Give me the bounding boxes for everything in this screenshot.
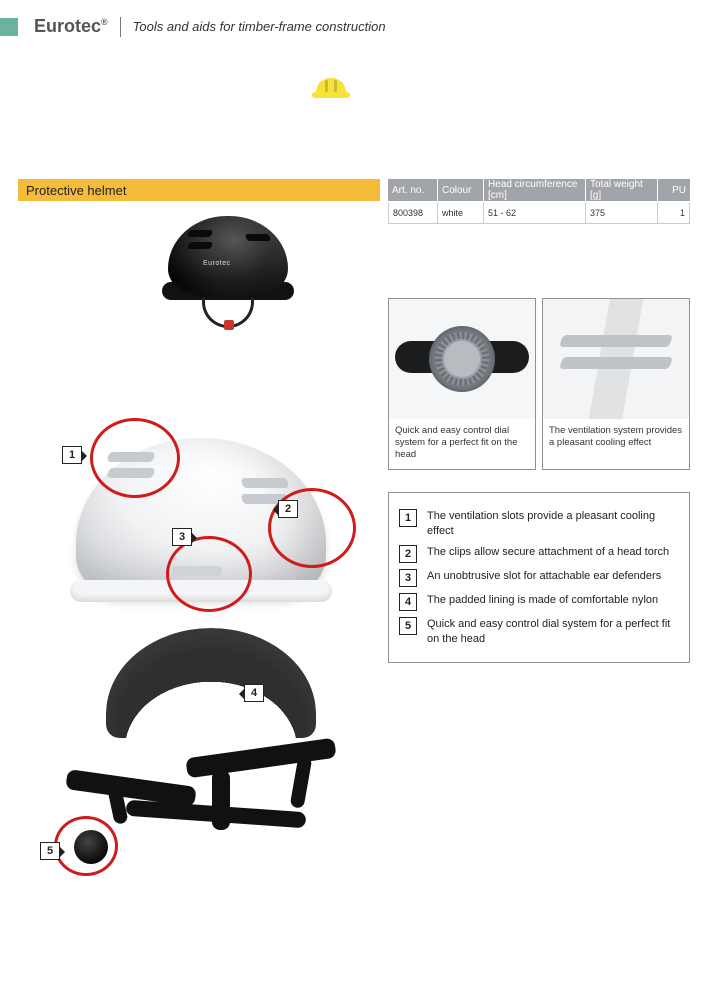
thumb-vent-caption: The ventilation system provides a pleasa… [543,419,689,457]
col-header-weight: Total weight [g] [586,179,658,201]
thumb-vent: The ventilation system provides a pleasa… [542,298,690,470]
cell-artno: 800398 [388,203,438,223]
table-row: 800398 white 51 - 62 375 1 [388,203,690,224]
callout-tag-1: 1 [62,446,82,464]
thumb-dial-image [389,299,535,419]
feature-item-5: 5 Quick and easy control dial system for… [399,617,679,647]
hero-brand-label: Eurotec [203,260,231,267]
section-title-bar: Protective helmet [18,179,380,201]
dial-icon [429,326,495,392]
table-header-row: Art. no. Colour Head circumference [cm] … [388,179,690,201]
feature-number: 5 [399,617,417,635]
brand-name: Eurotec [34,16,101,36]
page-header: Eurotec® Tools and aids for timber-frame… [0,16,386,37]
feature-number: 4 [399,593,417,611]
feature-item-3: 3 An unobtrusive slot for attachable ear… [399,569,679,587]
product-table: Art. no. Colour Head circumference [cm] … [388,179,690,224]
col-header-colour: Colour [438,179,484,201]
product-hero-image: Eurotec [158,204,308,324]
feature-item-4: 4 The padded lining is made of comfortab… [399,593,679,611]
section-title: Protective helmet [26,183,126,198]
cell-pu: 1 [658,203,690,223]
thumb-vent-image [543,299,689,419]
feature-text: The clips allow secure attachment of a h… [427,545,669,560]
feature-number: 2 [399,545,417,563]
feature-text: Quick and easy control dial system for a… [427,617,679,647]
helmet-icon [312,76,350,100]
page-subtitle: Tools and aids for timber-frame construc… [133,19,386,34]
header-accent-tab [0,18,18,36]
header-divider [120,17,121,37]
callout-circle-1 [90,418,180,498]
brand-logo: Eurotec® [34,16,108,37]
feature-item-1: 1 The ventilation slots provide a pleasa… [399,509,679,539]
feature-text: The ventilation slots provide a pleasant… [427,509,679,539]
cell-colour: white [438,203,484,223]
feature-number: 3 [399,569,417,587]
col-header-artno: Art. no. [388,179,438,201]
thumb-dial: Quick and easy control dial system for a… [388,298,536,470]
exploded-view: 1 2 3 4 5 [22,368,372,888]
callout-tag-5: 5 [40,842,60,860]
callout-tag-3: 3 [172,528,192,546]
callout-tag-4: 4 [244,684,264,702]
detail-thumbnails: Quick and easy control dial system for a… [388,298,690,470]
helmet-liner-illustration [106,628,316,738]
feature-item-2: 2 The clips allow secure attachment of a… [399,545,679,563]
thumb-dial-caption: Quick and easy control dial system for a… [389,419,535,469]
brand-registered: ® [101,17,108,27]
feature-text: The padded lining is made of comfortable… [427,593,658,608]
callout-circle-3 [166,536,252,612]
feature-number: 1 [399,509,417,527]
vent-detail-icon [543,299,689,419]
feature-list: 1 The ventilation slots provide a pleasa… [388,492,690,663]
feature-text: An unobtrusive slot for attachable ear d… [427,569,661,584]
col-header-pu: PU [658,179,690,201]
cell-weight: 375 [586,203,658,223]
col-header-headcirc: Head circumference [cm] [484,179,586,201]
callout-tag-2: 2 [278,500,298,518]
cell-headcirc: 51 - 62 [484,203,586,223]
